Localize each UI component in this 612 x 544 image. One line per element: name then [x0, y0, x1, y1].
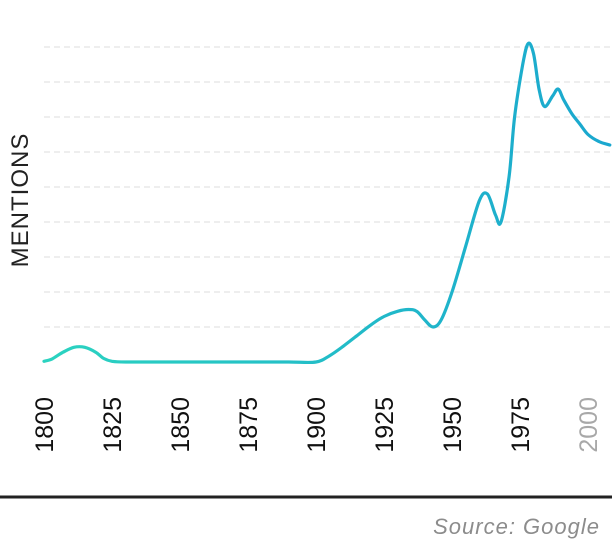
x-tick-label: 1975 — [507, 397, 535, 453]
x-tick-label: 1825 — [99, 397, 127, 453]
x-tick-label: 1925 — [371, 397, 399, 453]
x-tick-label: 1850 — [167, 397, 195, 453]
y-axis-title: MENTIONS — [7, 133, 34, 268]
x-tick-label: 1950 — [439, 397, 467, 453]
x-tick-label: 2000 — [575, 397, 603, 453]
source-note: Source: Google — [433, 514, 600, 539]
x-tick-label: 1875 — [235, 397, 263, 453]
x-tick-label: 1900 — [303, 397, 331, 453]
x-axis-tick-labels: 1800 1825 1850 1875 1900 1925 1950 1975 2000 — [31, 397, 603, 453]
x-tick-label: 1800 — [31, 397, 59, 453]
series-line — [42, 41, 612, 365]
gridlines — [44, 46, 612, 328]
